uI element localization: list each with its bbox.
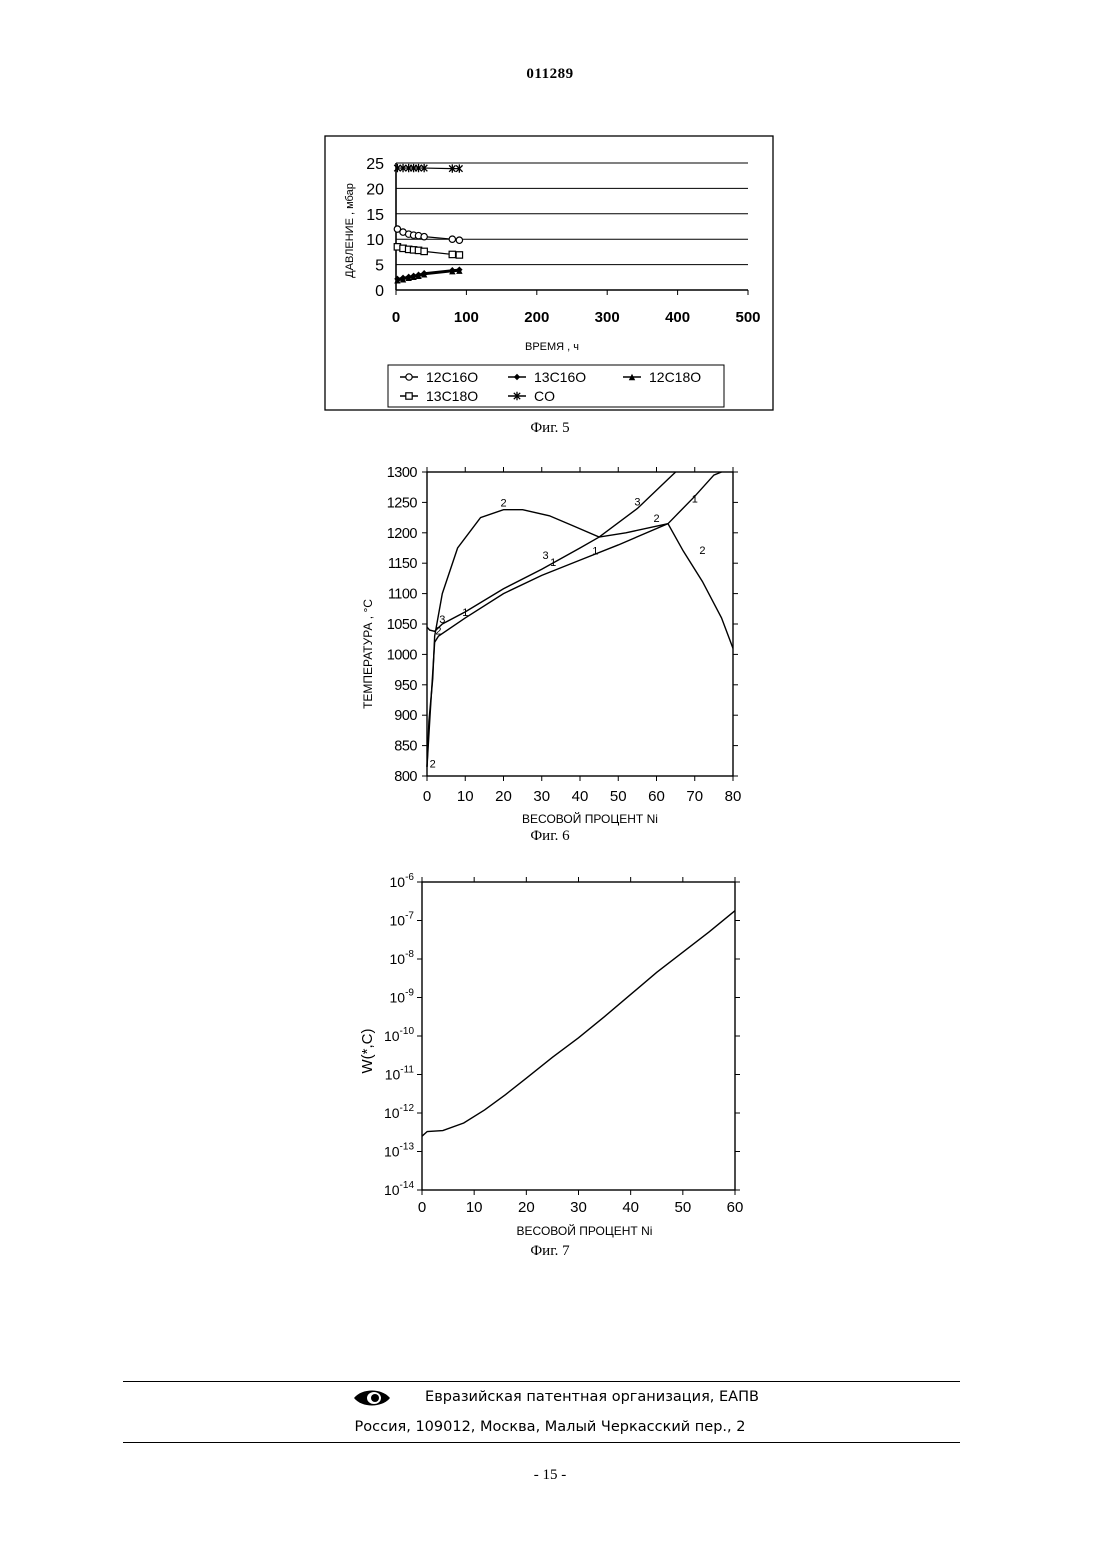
x-tick-label: 500 bbox=[735, 309, 760, 326]
y-tick-label: 10-12 bbox=[384, 1103, 414, 1121]
x-tick-label: 0 bbox=[392, 309, 400, 326]
curve-annotation: 1 bbox=[592, 546, 598, 558]
series-line-CO bbox=[397, 168, 459, 169]
legend-label: 12C18O bbox=[649, 369, 701, 385]
legend-label: 12C16O bbox=[426, 369, 478, 385]
y-tick-label: 10-14 bbox=[384, 1180, 414, 1198]
data-point-13C18O bbox=[421, 248, 427, 254]
figure-7-chart: 10-14 10-13 10-12 10-11 10-10 10-9 10-8 10-7 10-… bbox=[350, 868, 770, 1244]
x-tick-label: 0 bbox=[418, 1199, 426, 1216]
x-tick-label: 400 bbox=[665, 309, 690, 326]
curve-annotation: 1 bbox=[550, 557, 556, 569]
y-tick-label: 1300 bbox=[387, 465, 418, 481]
y-axis-label: ТЕМПЕРАТУРА , °С bbox=[361, 599, 375, 709]
x-tick-label: 10 bbox=[457, 788, 474, 805]
y-tick-label: 1050 bbox=[387, 617, 418, 633]
y-tick-label: 1000 bbox=[387, 647, 418, 663]
figure-5-caption: Фиг. 5 bbox=[400, 420, 700, 437]
footer-organization: Евразийская патентная организация, ЕАПВ bbox=[0, 1389, 1100, 1405]
x-tick-label: 30 bbox=[533, 788, 550, 805]
y-tick-label: 10-13 bbox=[384, 1142, 414, 1160]
x-tick-label: 80 bbox=[725, 788, 742, 805]
x-tick-label: 50 bbox=[610, 788, 627, 805]
y-tick-label: 10-9 bbox=[390, 988, 415, 1006]
figure-5-chart: 0 5 10 15 20 25 0 100 200 300 400 500 ВРЕМЯ , ч ДАВЛЕ… bbox=[324, 135, 774, 411]
footer-bottom-rule bbox=[123, 1442, 960, 1443]
y-tick-label: 20 bbox=[366, 181, 384, 198]
legend-label: CO bbox=[534, 388, 555, 404]
x-tick-label: 70 bbox=[686, 788, 703, 805]
y-tick-label: 10-11 bbox=[385, 1065, 415, 1083]
y-axis-label: ДАВЛЕНИЕ , мбар bbox=[344, 183, 356, 278]
footer-top-rule bbox=[123, 1381, 960, 1382]
x-tick-label: 30 bbox=[570, 1199, 587, 1216]
legend-marker-12C16O bbox=[406, 374, 412, 380]
y-tick-label: 1100 bbox=[388, 587, 418, 603]
x-tick-label: 40 bbox=[572, 788, 589, 805]
x-axis-label: ВЕСОВОЙ ПРОЦЕНТ Ni bbox=[522, 811, 658, 826]
figure-6-caption: Фиг. 6 bbox=[400, 828, 700, 845]
document-number: 011289 bbox=[0, 66, 1100, 83]
y-tick-label: 15 bbox=[366, 207, 384, 224]
curve-annotation: 2 bbox=[430, 758, 436, 770]
y-tick-label: 950 bbox=[394, 678, 417, 694]
figure-7-caption: Фиг. 7 bbox=[400, 1243, 700, 1260]
y-tick-label: 25 bbox=[366, 156, 384, 173]
figure-7: 10-14 10-13 10-12 10-11 10-10 10-9 10-8 10-7 10-… bbox=[350, 868, 770, 1244]
curve-annotation: 1 bbox=[462, 607, 468, 619]
curve-annotation: 1 bbox=[692, 493, 698, 505]
figure-6: 8008509009501000105011001150120012501300… bbox=[350, 458, 770, 828]
x-tick-label: 300 bbox=[595, 309, 620, 326]
x-tick-label: 50 bbox=[674, 1199, 691, 1216]
y-tick-label: 10-6 bbox=[390, 872, 415, 890]
x-tick-label: 100 bbox=[454, 309, 479, 326]
x-tick-label: 200 bbox=[524, 309, 549, 326]
data-point-12C16O bbox=[456, 237, 462, 243]
curve-annotation: 3 bbox=[543, 550, 549, 562]
curve-annotation: 2 bbox=[653, 513, 659, 525]
x-tick-label: 10 bbox=[466, 1199, 483, 1216]
y-tick-label: 1250 bbox=[387, 495, 418, 511]
curve-annotation: 2 bbox=[500, 498, 506, 510]
y-tick-label: 5 bbox=[375, 258, 384, 275]
footer-address: Россия, 109012, Москва, Малый Черкасский… bbox=[0, 1419, 1100, 1435]
data-point-12C16O bbox=[421, 233, 427, 239]
y-tick-label: 10-10 bbox=[384, 1026, 414, 1044]
y-tick-label: 10-8 bbox=[390, 949, 415, 967]
y-tick-label: 10 bbox=[366, 232, 384, 249]
x-tick-label: 20 bbox=[495, 788, 512, 805]
x-tick-label: 20 bbox=[518, 1199, 535, 1216]
y-tick-label: 1200 bbox=[387, 526, 418, 542]
data-point-13C18O bbox=[449, 251, 455, 257]
y-tick-label: 800 bbox=[394, 769, 417, 785]
x-axis-label: ВРЕМЯ , ч bbox=[525, 341, 579, 353]
data-point-12C16O bbox=[449, 236, 455, 242]
y-tick-label: 0 bbox=[375, 283, 384, 300]
curve-annotation: 2 bbox=[435, 625, 441, 637]
y-tick-label: 1150 bbox=[388, 556, 418, 572]
figure-6-chart: 8008509009501000105011001150120012501300… bbox=[350, 458, 770, 828]
figure-5: 0 5 10 15 20 25 0 100 200 300 400 500 ВРЕМЯ , ч ДАВЛЕ… bbox=[324, 135, 774, 411]
x-tick-label: 60 bbox=[648, 788, 665, 805]
curve-w bbox=[422, 911, 735, 1137]
curve-annotation: 3 bbox=[634, 496, 640, 508]
x-tick-label: 60 bbox=[727, 1199, 744, 1216]
x-axis-label: ВЕСОВОЙ ПРОЦЕНТ Ni bbox=[517, 1223, 653, 1238]
x-tick-label: 40 bbox=[622, 1199, 639, 1216]
legend-marker-13C18O bbox=[406, 393, 412, 399]
x-tick-label: 0 bbox=[423, 788, 431, 805]
legend-label: 13C18O bbox=[426, 388, 478, 404]
legend-label: 13C16O bbox=[534, 369, 586, 385]
curve-annotation: 3 bbox=[439, 614, 445, 626]
y-tick-label: 10-7 bbox=[390, 911, 415, 929]
y-axis-label: W(*,C) bbox=[359, 1029, 376, 1074]
curve-annotation: 2 bbox=[699, 545, 705, 557]
curve-1 bbox=[427, 472, 722, 767]
page-number: - 15 - bbox=[0, 1467, 1100, 1484]
y-tick-label: 850 bbox=[394, 739, 417, 755]
figure-6-frame bbox=[427, 472, 733, 776]
data-point-13C18O bbox=[456, 252, 462, 258]
figure-7-frame bbox=[422, 882, 735, 1190]
y-tick-label: 900 bbox=[394, 708, 417, 724]
